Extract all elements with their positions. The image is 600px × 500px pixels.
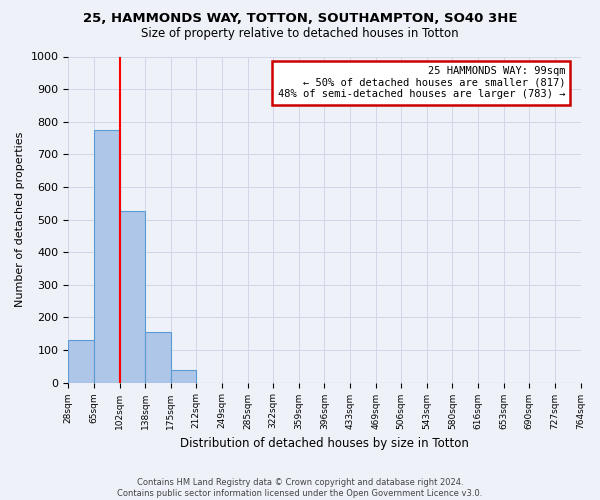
Y-axis label: Number of detached properties: Number of detached properties [15, 132, 25, 307]
X-axis label: Distribution of detached houses by size in Totton: Distribution of detached houses by size … [180, 437, 469, 450]
Text: 25 HAMMONDS WAY: 99sqm
← 50% of detached houses are smaller (817)
48% of semi-de: 25 HAMMONDS WAY: 99sqm ← 50% of detached… [278, 66, 565, 100]
Text: 25, HAMMONDS WAY, TOTTON, SOUTHAMPTON, SO40 3HE: 25, HAMMONDS WAY, TOTTON, SOUTHAMPTON, S… [83, 12, 517, 26]
Bar [171, 370, 196, 382]
Text: Size of property relative to detached houses in Totton: Size of property relative to detached ho… [141, 28, 459, 40]
Text: Contains HM Land Registry data © Crown copyright and database right 2024.
Contai: Contains HM Land Registry data © Crown c… [118, 478, 482, 498]
Bar [94, 130, 119, 382]
Bar [119, 212, 145, 382]
Bar [68, 340, 94, 382]
Bar [145, 332, 171, 382]
